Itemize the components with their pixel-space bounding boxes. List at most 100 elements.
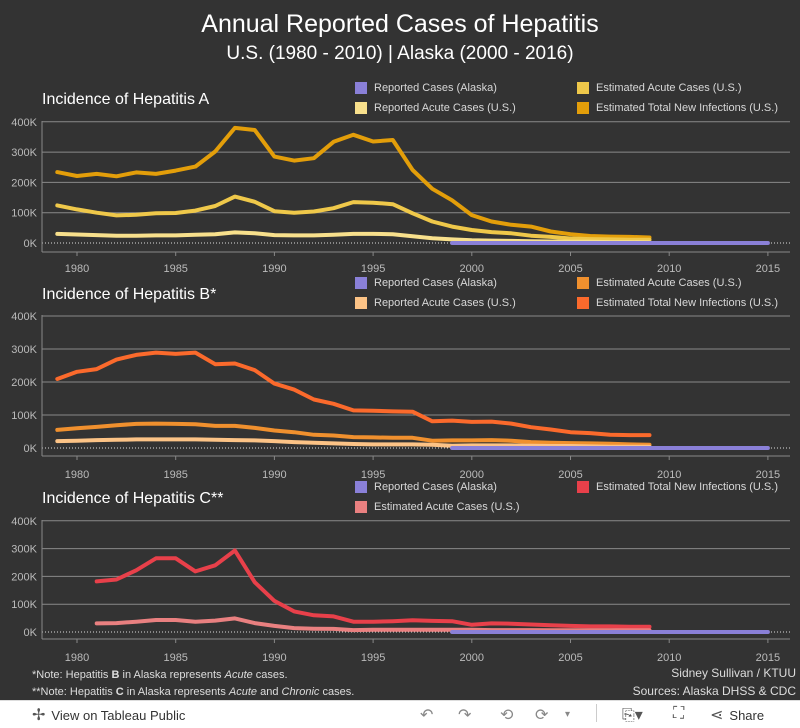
x-tick-label: 1995	[361, 652, 385, 664]
legend-swatch	[577, 277, 589, 289]
legend-item[interactable]: Reported Acute Cases (U.S.)	[355, 297, 516, 309]
legend-label: Estimated Total New Infections (U.S.)	[596, 297, 778, 309]
legend-item[interactable]: Estimated Total New Infections (U.S.)	[577, 481, 778, 493]
legend-label: Estimated Acute Cases (U.S.)	[596, 277, 742, 289]
legend-swatch	[577, 82, 589, 94]
y-tick-label: 0K	[24, 443, 38, 455]
x-tick-label: 2010	[657, 263, 681, 275]
legend-item[interactable]: Reported Cases (Alaska)	[355, 277, 497, 289]
y-tick-label: 400K	[11, 516, 37, 528]
chart-panel-0: 0K 100K 200K 300K 400K 1980 1985 1990 1995 2000 20…	[11, 117, 790, 275]
legend-label: Estimated Acute Cases (U.S.)	[596, 82, 742, 94]
legend-label: Reported Cases (Alaska)	[374, 82, 497, 94]
y-tick-label: 400K	[11, 311, 37, 323]
note-hep-c: **Note: Hepatitis C in Alaska represents…	[32, 686, 355, 698]
legend-label: Reported Acute Cases (U.S.)	[374, 297, 516, 309]
chart-panel-1: 0K 100K 200K 300K 400K 1980 1985 1990 1995 2000 20…	[11, 311, 790, 481]
y-tick-label: 400K	[11, 117, 37, 129]
y-tick-label: 300K	[11, 544, 37, 556]
x-tick-label: 2015	[756, 652, 780, 664]
share-label: Share	[729, 707, 765, 723]
legend-label: Estimated Acute Cases (U.S.)	[374, 501, 520, 513]
x-tick-label: 2000	[460, 652, 484, 664]
x-tick-label: 2005	[558, 469, 582, 481]
x-tick-label: 1985	[163, 652, 187, 664]
legend-label: Estimated Total New Infections (U.S.)	[596, 481, 778, 493]
x-tick-label: 1985	[163, 263, 187, 275]
undo-icon[interactable]: ↶	[420, 707, 434, 724]
dashboard-title: Annual Reported Cases of Hepatitis	[201, 10, 599, 38]
x-tick-label: 2000	[460, 263, 484, 275]
share-icon: ⋖	[710, 707, 724, 724]
legend-label: Reported Acute Cases (U.S.)	[374, 102, 516, 114]
legend-item[interactable]: Estimated Acute Cases (U.S.)	[577, 82, 742, 94]
view-on-tableau-label: View on Tableau Public	[51, 707, 186, 723]
x-tick-label: 1995	[361, 469, 385, 481]
series-line-estimated-total-new-infections-u-s-[interactable]	[55, 350, 652, 438]
legend-item[interactable]: Reported Cases (Alaska)	[355, 82, 497, 94]
y-tick-label: 200K	[11, 377, 37, 389]
refresh-dropdown-icon[interactable]: ▾	[565, 709, 571, 720]
legend-label: Reported Cases (Alaska)	[374, 277, 497, 289]
author-credit: Sidney Sullivan / KTUU	[671, 666, 796, 680]
revert-icon[interactable]: ⟲	[500, 707, 514, 724]
view-on-tableau-button[interactable]: ✢ View on Tableau Public	[32, 705, 185, 725]
x-tick-label: 2000	[460, 469, 484, 481]
y-tick-label: 0K	[24, 238, 38, 250]
download-icon[interactable]: ⎘▾	[622, 707, 643, 724]
tableau-logo-icon: ✢	[32, 707, 46, 724]
sources-credit: Sources: Alaska DHSS & CDC	[632, 684, 796, 698]
y-tick-label: 100K	[11, 599, 37, 611]
y-tick-label: 100K	[11, 410, 37, 422]
x-tick-label: 2010	[657, 652, 681, 664]
legend-swatch	[577, 102, 589, 114]
tableau-toolbar: ✢ View on Tableau Public ↶ ↷ ⟲ ⟳ ▾ ⎘▾ ⛶ …	[0, 700, 800, 728]
x-tick-label: 1995	[361, 263, 385, 275]
legend-item[interactable]: Estimated Total New Infections (U.S.)	[577, 297, 778, 309]
x-tick-label: 2010	[657, 469, 681, 481]
x-tick-label: 1990	[262, 263, 286, 275]
x-tick-label: 1980	[65, 263, 89, 275]
share-button[interactable]: ⋖ Share	[710, 705, 764, 725]
legend-item[interactable]: Estimated Total New Infections (U.S.)	[577, 102, 778, 114]
series-line-estimated-acute-cases-u-s-[interactable]	[55, 194, 652, 242]
x-tick-label: 1980	[65, 652, 89, 664]
refresh-icon[interactable]: ⟳	[535, 707, 549, 724]
x-tick-label: 2005	[558, 652, 582, 664]
legend-swatch	[577, 297, 589, 309]
x-tick-label: 2015	[756, 263, 780, 275]
y-tick-label: 0K	[24, 627, 38, 639]
note-hep-b: *Note: Hepatitis B in Alaska represents …	[32, 669, 288, 681]
charts-canvas: 0K 100K 200K 300K 400K 1980 1985 1990 1995 2000 20…	[11, 117, 790, 664]
fullscreen-icon[interactable]: ⛶	[673, 705, 685, 722]
chart-panel-2: 0K 100K 200K 300K 400K 1980 1985 1990 1995 2000 20…	[11, 516, 790, 664]
series-line-estimated-total-new-infections-u-s-[interactable]	[55, 125, 652, 240]
series-line-estimated-acute-cases-u-s-[interactable]	[55, 421, 652, 447]
x-tick-label: 1985	[163, 469, 187, 481]
y-tick-label: 200K	[11, 177, 37, 189]
legend-item[interactable]: Estimated Acute Cases (U.S.)	[355, 501, 520, 513]
legend-item[interactable]: Reported Acute Cases (U.S.)	[355, 102, 516, 114]
x-tick-label: 1990	[262, 652, 286, 664]
legend-swatch	[355, 102, 367, 114]
chart-b-title: Incidence of Hepatitis B*	[42, 286, 217, 303]
legend-item[interactable]: Estimated Acute Cases (U.S.)	[577, 277, 742, 289]
series-line-estimated-total-new-infections-u-s-[interactable]	[94, 548, 652, 629]
legend-swatch	[355, 297, 367, 309]
dashboard-subtitle: U.S. (1980 - 2010) | Alaska (2000 - 2016…	[226, 43, 574, 64]
legend-swatch	[577, 481, 589, 493]
y-tick-label: 300K	[11, 344, 37, 356]
chart-c-title: Incidence of Hepatitis C**	[42, 490, 224, 507]
chart-a-title: Incidence of Hepatitis A	[42, 91, 210, 108]
y-tick-label: 200K	[11, 571, 37, 583]
legend-label: Reported Cases (Alaska)	[374, 481, 497, 493]
legend-item[interactable]: Reported Cases (Alaska)	[355, 481, 497, 493]
x-tick-label: 2005	[558, 263, 582, 275]
legend-swatch	[355, 82, 367, 94]
legend-swatch	[355, 481, 367, 493]
x-tick-label: 1990	[262, 469, 286, 481]
y-tick-label: 300K	[11, 147, 37, 159]
redo-icon[interactable]: ↷	[458, 707, 472, 724]
x-tick-label: 2015	[756, 469, 780, 481]
legend-swatch	[355, 277, 367, 289]
